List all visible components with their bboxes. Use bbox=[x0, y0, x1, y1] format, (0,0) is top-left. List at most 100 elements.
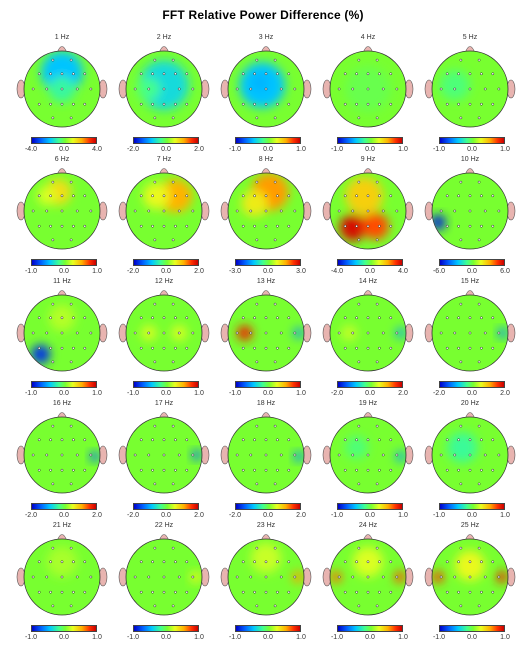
electrode bbox=[255, 482, 259, 486]
power-region bbox=[37, 186, 57, 206]
electrode bbox=[83, 346, 87, 350]
head-outline bbox=[125, 172, 203, 250]
electrode bbox=[264, 72, 268, 76]
frequency-label: 23 Hz bbox=[256, 522, 276, 529]
electrode bbox=[366, 575, 370, 579]
power-region bbox=[190, 571, 202, 583]
scale-tick-label: 0.0 bbox=[59, 146, 69, 153]
electrode bbox=[177, 575, 181, 579]
electrode bbox=[60, 331, 64, 335]
electrode bbox=[355, 316, 358, 320]
electrode bbox=[276, 224, 279, 228]
electrode bbox=[439, 331, 443, 335]
color-scale-bar bbox=[439, 381, 505, 388]
electrode bbox=[491, 590, 495, 594]
head-outline bbox=[125, 416, 203, 494]
electrode bbox=[378, 346, 381, 350]
scale-tick-label: 1.0 bbox=[398, 512, 408, 519]
head-outline bbox=[329, 50, 407, 128]
electrode bbox=[351, 209, 355, 213]
electrode bbox=[366, 102, 370, 106]
chart-title: FFT Relative Power Difference (%) bbox=[162, 8, 364, 22]
scalp-map bbox=[322, 290, 414, 372]
electrode bbox=[255, 238, 259, 242]
electrode bbox=[276, 468, 279, 472]
electrode bbox=[51, 116, 55, 120]
scalp-map bbox=[16, 168, 108, 250]
electrode bbox=[60, 87, 64, 91]
electrode bbox=[395, 209, 399, 213]
electrode bbox=[49, 346, 52, 350]
electrode bbox=[72, 560, 75, 564]
electrode bbox=[276, 346, 279, 350]
electrode bbox=[457, 194, 460, 198]
electrode bbox=[287, 194, 291, 198]
electrode bbox=[366, 468, 370, 472]
electrode bbox=[72, 72, 75, 76]
electrode bbox=[355, 590, 358, 594]
frequency-label: 19 Hz bbox=[358, 400, 378, 407]
power-region bbox=[345, 436, 368, 459]
electrode bbox=[445, 316, 449, 320]
electrode bbox=[459, 116, 463, 120]
electrode bbox=[162, 224, 166, 228]
scalp-map bbox=[16, 534, 108, 616]
electrode bbox=[75, 87, 79, 91]
scale-tick-label: 1.0 bbox=[500, 512, 510, 519]
electrode bbox=[139, 438, 143, 442]
electrode bbox=[153, 238, 157, 242]
electrode bbox=[151, 468, 154, 472]
electrode bbox=[273, 58, 277, 62]
electrode bbox=[477, 482, 481, 486]
electrode bbox=[72, 316, 75, 320]
electrode bbox=[51, 180, 55, 184]
scale-tick-label: -4.0 bbox=[330, 268, 344, 275]
topomap-9: 9 Hz -4.0 0.0 4.0 bbox=[316, 156, 420, 284]
scale-tick-label: -1.0 bbox=[330, 512, 344, 519]
frequency-label: 5 Hz bbox=[462, 34, 478, 41]
topomap-21: 21 Hz -1.0 0.0 1.0 bbox=[10, 522, 114, 650]
electrode bbox=[264, 102, 268, 106]
electrode bbox=[151, 438, 154, 442]
electrode bbox=[264, 590, 268, 594]
scale-tick-label: -1.0 bbox=[330, 146, 344, 153]
electrode bbox=[153, 302, 157, 306]
electrode bbox=[264, 560, 268, 564]
electrode bbox=[491, 560, 495, 564]
head-outline bbox=[431, 538, 509, 616]
power-region bbox=[250, 542, 282, 574]
electrode bbox=[151, 194, 154, 198]
color-scale-bar bbox=[235, 381, 301, 388]
frequency-label: 10 Hz bbox=[460, 156, 480, 163]
electrode bbox=[51, 424, 55, 428]
electrode bbox=[276, 438, 279, 442]
frequency-label: 16 Hz bbox=[52, 400, 72, 407]
electrode bbox=[357, 58, 361, 62]
electrode bbox=[72, 346, 75, 350]
scalp-map bbox=[424, 290, 516, 372]
frequency-label: 6 Hz bbox=[54, 156, 70, 163]
electrode bbox=[69, 180, 73, 184]
electrode bbox=[191, 453, 195, 457]
power-region bbox=[31, 344, 51, 364]
electrode bbox=[153, 604, 157, 608]
electrode bbox=[389, 468, 393, 472]
color-scale-bar bbox=[235, 625, 301, 632]
topomap-23: 23 Hz -1.0 0.0 1.0 bbox=[214, 522, 318, 650]
electrode bbox=[468, 316, 472, 320]
head-outline bbox=[227, 538, 305, 616]
electrode bbox=[241, 194, 245, 198]
electrode bbox=[37, 194, 41, 198]
electrode bbox=[378, 468, 381, 472]
electrode bbox=[72, 468, 75, 472]
electrode bbox=[445, 224, 449, 228]
electrode bbox=[151, 590, 154, 594]
electrode bbox=[381, 87, 385, 91]
scale-tick-label: 0.0 bbox=[365, 390, 375, 397]
electrode bbox=[153, 482, 157, 486]
electrode bbox=[264, 331, 268, 335]
scale-tick-label: -2.0 bbox=[24, 512, 38, 519]
scale-tick-label: 3.0 bbox=[296, 268, 306, 275]
electrode bbox=[37, 224, 41, 228]
electrode bbox=[378, 72, 381, 76]
